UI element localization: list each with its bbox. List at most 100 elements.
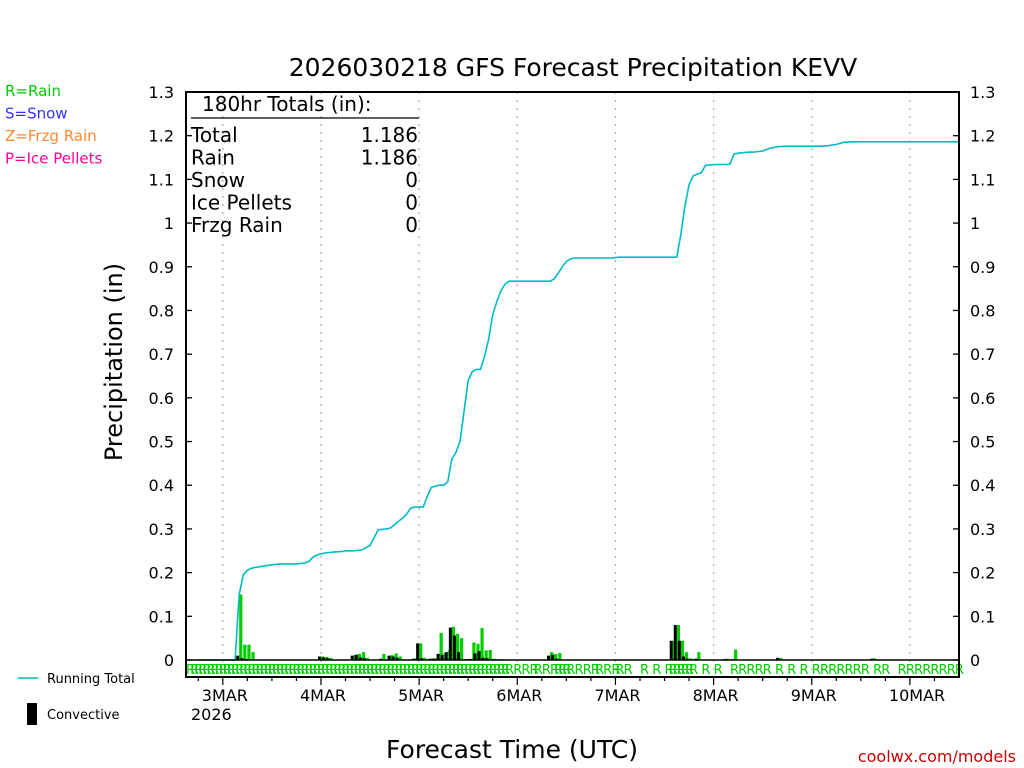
ptype-letter: R <box>427 663 436 678</box>
ptype-letter: R <box>480 663 489 678</box>
y-axis-label: Precipitation (in) <box>100 263 128 461</box>
ptype-letter: R <box>268 663 277 678</box>
rain-bar <box>873 658 877 660</box>
ptype-letter: R <box>411 663 420 678</box>
ptype-letter: R <box>206 663 215 678</box>
ptype-letter: R <box>194 663 203 678</box>
y-tick-label: 1.1 <box>149 170 174 189</box>
ptype-letter: R <box>906 663 915 678</box>
ptype-letter: R <box>264 663 273 678</box>
ptype-letter: R <box>231 663 240 678</box>
ptype-letter: R <box>669 663 678 678</box>
rain-bar <box>365 657 370 660</box>
totals-rows: Total 1.186 Rain 1.186 Snow 0 Ice Pellets 0 Frzg… <box>190 123 418 237</box>
y-tick-label-right: 1.2 <box>970 127 995 146</box>
series-legend-label: Running Total <box>47 672 135 687</box>
ptype-letter: R <box>395 663 404 678</box>
ptype-letter: R <box>673 663 682 678</box>
ptype-letter: R <box>611 663 620 678</box>
x-tick-label: 6MAR <box>496 686 542 705</box>
x-tick-label: 10MAR <box>889 686 945 705</box>
ptype-letter: R <box>677 663 686 678</box>
convective-bar <box>440 654 444 660</box>
gridlines <box>222 92 911 677</box>
ptype-letter: R <box>198 663 207 678</box>
ptype-letter: R <box>685 663 694 678</box>
rain-bar <box>423 657 427 660</box>
convective-bar <box>473 653 477 660</box>
y-tick-label-right: 0.6 <box>970 389 995 408</box>
ptype-letter: R <box>362 663 371 678</box>
rain-bar <box>472 642 476 660</box>
ptype-letter: R <box>505 663 514 678</box>
ptype-letter: R <box>341 663 350 678</box>
ptype-letter: R <box>472 663 481 678</box>
ptype-letter: R <box>640 663 649 678</box>
ptype-letter: R <box>337 663 346 678</box>
rain-bar <box>239 594 243 660</box>
ptype-letter: R <box>288 663 297 678</box>
ptype-letter: R <box>873 663 882 678</box>
chart-title: 2026030218 GFS Forecast Precipitation KE… <box>289 53 857 82</box>
convective-bar <box>395 657 399 660</box>
ptype-letter: R <box>595 663 604 678</box>
convective-bar <box>317 656 321 660</box>
ptype-letter: R <box>292 663 301 678</box>
ptype-letter: R <box>333 663 342 678</box>
rain-bar <box>439 632 443 660</box>
ptype-letter: R <box>452 663 461 678</box>
y-tick-label-right: 0 <box>970 651 980 670</box>
x-tick-label: 4MAR <box>300 686 346 705</box>
x-tick-label: 5MAR <box>398 686 444 705</box>
ptype-letter: R <box>215 663 224 678</box>
ptype-letter: R <box>346 663 355 678</box>
series-legend-label: Convective <box>47 708 120 723</box>
rain-bar <box>357 653 361 660</box>
ptype-letter: R <box>235 663 244 678</box>
convective-bar <box>448 627 452 660</box>
ptype-letter: R <box>914 663 923 678</box>
ptype-letter: R <box>272 663 281 678</box>
ptype-letter: R <box>313 663 322 678</box>
y-tick-label: 0.8 <box>149 301 174 320</box>
ptype-letter: R <box>186 663 195 678</box>
ptype-letter: R <box>489 663 498 678</box>
ptype-letter: R <box>386 663 395 678</box>
ptype-letter: R <box>354 663 363 678</box>
convective-bar <box>420 658 424 660</box>
ptype-letter: R <box>476 663 485 678</box>
ptype-letter: R <box>247 663 256 678</box>
ptype-letter: R <box>558 663 567 678</box>
ptype-letter: R <box>562 663 571 678</box>
ptype-letter: R <box>521 663 530 678</box>
y-tick-label: 0.6 <box>149 389 174 408</box>
ptype-letter: R <box>939 663 948 678</box>
ptype-legend-item: S=Snow <box>5 105 68 123</box>
y-tick-label: 0.4 <box>149 476 174 495</box>
y-tick-label: 0.7 <box>149 345 174 364</box>
ptype-letter: R <box>787 663 796 678</box>
ptype-letter: R <box>321 663 330 678</box>
precip-bars <box>236 594 877 660</box>
convective-bar <box>477 651 481 660</box>
convective-bar <box>681 656 685 660</box>
totals-box: 180hr Totals (in): Total 1.186 Rain 1.186 Sn… <box>190 92 419 237</box>
ptype-legend-item: R=Rain <box>5 82 61 100</box>
y-tick-label: 0 <box>164 651 174 670</box>
totals-row-label: Total <box>190 123 238 147</box>
ptype-letter: R <box>350 663 359 678</box>
rain-bar <box>480 628 484 660</box>
convective-bar <box>387 655 391 660</box>
series-legend: Running Total Convective <box>18 672 135 725</box>
ptype-letter: R <box>366 663 375 678</box>
ptype-letter: R <box>301 663 310 678</box>
ptype-letter: R <box>730 663 739 678</box>
ptype-letter: R <box>575 663 584 678</box>
convective-bar <box>358 657 362 660</box>
ptype-letter: R <box>325 663 334 678</box>
y-tick-label-right: 0.9 <box>970 258 995 277</box>
ptype-letter: R <box>415 663 424 678</box>
rain-bar <box>398 656 402 660</box>
ptype-letter: R <box>284 663 293 678</box>
ptype-letter: R <box>219 663 228 678</box>
